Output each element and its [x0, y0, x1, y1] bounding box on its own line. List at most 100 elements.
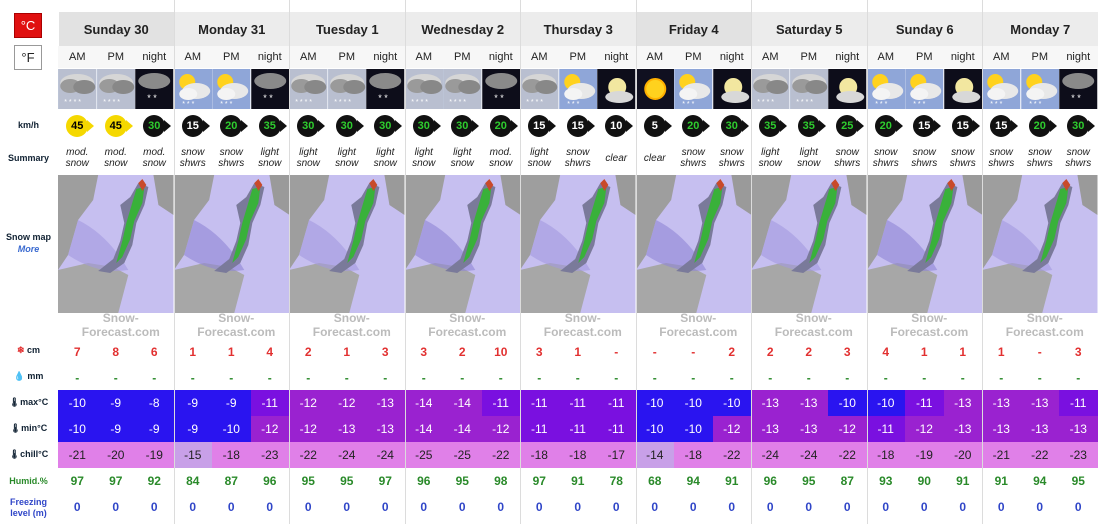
min-temp: -12: [828, 416, 867, 442]
min-temp: -10: [635, 416, 674, 442]
snow-amount: 1: [574, 345, 582, 359]
snow-amount: 3: [843, 345, 851, 359]
snow-amount: 3: [535, 345, 543, 359]
wind-value: 20: [687, 120, 700, 132]
freezing-level: 0: [150, 500, 158, 514]
wind-value: 30: [340, 120, 353, 132]
snow-map-image[interactable]: [58, 175, 174, 313]
wind-value: 35: [802, 120, 815, 132]
summary-line: snow: [1066, 147, 1090, 158]
summary-line: snow: [951, 147, 975, 158]
weather-summary: light snow: [520, 143, 559, 173]
max-temp: -8: [135, 390, 174, 416]
min-temp: -9: [173, 416, 212, 442]
humidity: 68: [648, 474, 662, 488]
weather-summary: snow shwrs: [867, 143, 906, 173]
rain-amount: -: [768, 371, 773, 385]
summary-line: snow: [65, 158, 89, 169]
night-snow-icon: * *: [1059, 69, 1098, 109]
summary-line: snow: [758, 158, 782, 169]
snow-map-image[interactable]: [520, 175, 636, 313]
snow-forecast-logo: Snow-Forecast.com: [982, 311, 1098, 339]
wind-speed: 30: [713, 112, 752, 140]
fahrenheit-button[interactable]: °F: [14, 45, 42, 70]
weather-summary: mod. snow: [97, 143, 136, 173]
freezing-level: 0: [1074, 500, 1082, 514]
freezing-level: 0: [882, 500, 890, 514]
humidity: 95: [1071, 474, 1085, 488]
period-label: AM: [751, 46, 790, 68]
freezing-level: 0: [728, 500, 736, 514]
wind-value: 15: [186, 120, 199, 132]
period-label: night: [943, 46, 982, 68]
wind-speed: 35: [751, 112, 790, 140]
snow-amount: 7: [73, 345, 81, 359]
thermometer-icon: 🌡: [8, 397, 21, 407]
wind-speed: 30: [289, 112, 328, 140]
snow-amount: 10: [494, 345, 508, 359]
snow-map-image[interactable]: [751, 175, 867, 313]
wind-arrow-icon: 5: [643, 115, 672, 137]
rain-amount: -: [691, 371, 696, 385]
summary-line: mod.: [489, 147, 512, 158]
rain-amount: -: [113, 371, 118, 385]
period-label: AM: [520, 46, 559, 68]
freezing-level: 0: [612, 500, 620, 514]
snow-map-image[interactable]: [866, 175, 982, 313]
sun-icon: [635, 69, 675, 109]
summary-line: shwrs: [1065, 158, 1092, 169]
wind-arrow-icon: 45: [66, 115, 95, 137]
min-temp: -14: [443, 416, 482, 442]
wind-speed: 15: [905, 112, 944, 140]
summary-line: snow: [373, 158, 397, 169]
wind-speed: 15: [559, 112, 598, 140]
snow-forecast-logo: Snow-Forecast.com: [520, 311, 636, 339]
rain-amount: -: [498, 371, 503, 385]
snow-amount: 8: [112, 345, 120, 359]
wind-speed: 35: [790, 112, 829, 140]
day-separator: [866, 0, 868, 524]
wind-chill: -21: [58, 442, 97, 468]
snow-map-image[interactable]: [635, 175, 751, 313]
snow-map-more-link[interactable]: More: [17, 244, 40, 254]
rain-amount: -: [1076, 371, 1081, 385]
day-header: Sunday 6: [866, 12, 982, 46]
wind-value: 30: [1072, 120, 1085, 132]
wind-chill: -24: [751, 442, 790, 468]
freezing-level: 0: [343, 500, 351, 514]
snow-amount: 2: [728, 345, 736, 359]
wind-chill: -22: [828, 442, 867, 468]
day-separator: [173, 0, 175, 524]
freezing-level: 0: [574, 500, 582, 514]
snow-forecast-logo: Snow-Forecast.com: [635, 311, 751, 339]
min-temp: -10: [674, 416, 713, 442]
snow-amount: -: [1037, 345, 1042, 359]
weather-summary: snow shwrs: [1021, 143, 1060, 173]
weather-summary: clear: [597, 143, 636, 173]
snow-forecast-logo: Snow-Forecast.com: [289, 311, 405, 339]
wind-chill: -18: [212, 442, 251, 468]
celsius-button[interactable]: °C: [14, 13, 42, 38]
freezing-level: 0: [304, 500, 312, 514]
summary-line: snow: [681, 147, 705, 158]
day-header: Sunday 30: [58, 12, 174, 46]
snow-map-image[interactable]: [982, 175, 1098, 313]
day-separator: [289, 0, 290, 524]
rain-amount: -: [999, 371, 1004, 385]
summary-line: snow: [142, 158, 166, 169]
snow-map-image[interactable]: [289, 175, 405, 313]
weather-summary: snow shwrs: [1059, 143, 1098, 173]
summary-line: shwrs: [911, 158, 938, 169]
max-temp: -12: [327, 390, 366, 416]
summary-line: shwrs: [680, 158, 707, 169]
snow-map-image[interactable]: [173, 175, 289, 313]
snow-amount: 1: [959, 345, 967, 359]
freezing-level: 0: [112, 500, 120, 514]
summary-line: snow: [450, 158, 474, 169]
wind-chill: -20: [943, 442, 982, 468]
night-moon-icon: [712, 69, 752, 109]
humidity: 78: [609, 474, 623, 488]
svg-text:* * * *: * * * *: [757, 99, 774, 106]
snow-map-image[interactable]: [404, 175, 520, 313]
